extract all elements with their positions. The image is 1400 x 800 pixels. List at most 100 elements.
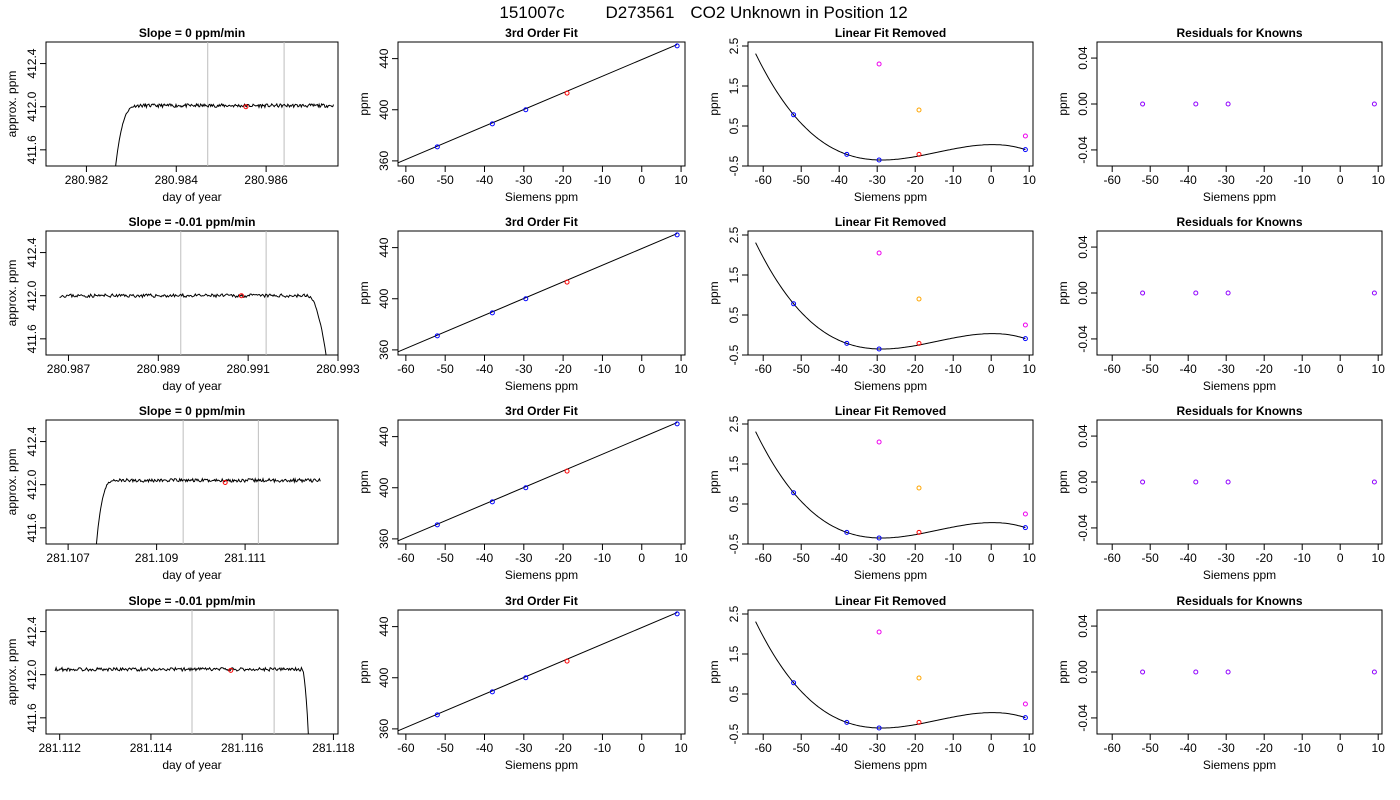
known-point (674, 232, 680, 238)
unknown-point (238, 293, 244, 299)
x-tick-label: -40 (1180, 362, 1198, 376)
x-tick-label: -10 (594, 551, 612, 565)
residual-point (1371, 290, 1377, 296)
y-tick-label: 412.4 (25, 616, 39, 646)
x-tick-label: 10 (1372, 362, 1386, 376)
x-tick-label: -40 (1180, 741, 1198, 755)
panel-title: Linear Fit Removed (835, 26, 946, 40)
plot-frame (45, 230, 339, 356)
known-point (1022, 715, 1028, 721)
x-tick-label: -50 (1142, 362, 1160, 376)
x-axis-label: Siemens ppm (1203, 568, 1276, 582)
x-tick-label: 0 (638, 741, 645, 755)
x-tick-label: -30 (869, 362, 887, 376)
x-tick-label: -20 (907, 173, 925, 187)
x-axis-label: Siemens ppm (1203, 758, 1276, 772)
x-tick-label: 0 (988, 551, 995, 565)
residuals-panel-row-3: -60 -50 -40 -30 -20 -10 0 10 -0.04 0.00 0.04 Residu… (1056, 404, 1385, 582)
y-tick-label: 411.6 (25, 513, 39, 542)
y-tick-label: 2.5 (727, 605, 741, 622)
magenta-point (876, 250, 882, 256)
known-point (434, 333, 440, 339)
plot-frame (397, 609, 686, 735)
x-tick-label: -20 (1256, 173, 1274, 187)
plot-frame (747, 41, 1034, 167)
y-axis-label: ppm (357, 92, 371, 115)
trace-panel-row-2: 280.987 280.989 280.991 280.993 411.6 412.0 41… (5, 215, 360, 393)
x-tick-label: -60 (397, 551, 415, 565)
magenta-point (1022, 701, 1028, 707)
x-tick-label: -20 (554, 741, 572, 755)
residual-point (1225, 669, 1231, 675)
y-tick-label: 360 (377, 340, 391, 360)
x-tick-label: -60 (1104, 741, 1122, 755)
x-tick-label: -40 (831, 551, 849, 565)
y-tick-label: 412.4 (25, 48, 39, 78)
y-tick-label: -0.5 (727, 723, 741, 744)
panel-title: 3rd Order Fit (505, 404, 578, 418)
x-tick-label: -30 (1218, 551, 1236, 565)
unknown-point (222, 480, 228, 486)
x-tick-label: -50 (793, 551, 811, 565)
y-axis-label: ppm (1056, 92, 1070, 115)
x-tick-label: -60 (1104, 362, 1122, 376)
y-axis-label: ppm (1056, 660, 1070, 683)
y-tick-label: 0.5 (727, 117, 741, 134)
y-tick-label: 412.0 (25, 91, 39, 121)
x-tick-label: -10 (945, 362, 963, 376)
figure-title-desc: CO2 Unknown in Position 12 (690, 3, 907, 22)
magenta-point (876, 629, 882, 635)
x-tick-label: -50 (437, 173, 455, 187)
x-tick-label: -40 (476, 362, 494, 376)
residual-point (1225, 290, 1231, 296)
panel-title: 3rd Order Fit (505, 594, 578, 608)
residual-curve (755, 431, 1026, 539)
x-axis-label: Siemens ppm (505, 758, 578, 772)
x-tick-label: -40 (1180, 551, 1198, 565)
linear-removed-panel-row-1: -60 -50 -40 -30 -20 -10 0 10 -0.5 0.5 1.5 2.5 Linear… (707, 26, 1036, 204)
magenta-point (876, 439, 882, 445)
known-point (844, 340, 850, 346)
x-tick-label: -20 (1256, 551, 1274, 565)
known-point (489, 310, 495, 316)
y-axis-label: ppm (1056, 281, 1070, 304)
residuals-panel-row-1: -60 -50 -40 -30 -20 -10 0 10 -0.04 0.00 0.04 Residu… (1056, 26, 1385, 204)
x-tick-label: 10 (674, 551, 688, 565)
known-point (844, 529, 850, 535)
x-tick-label: -30 (1218, 362, 1236, 376)
x-tick-label: -40 (1180, 173, 1198, 187)
magenta-point (876, 61, 882, 67)
x-tick-label: 0 (638, 551, 645, 565)
unknown-point (916, 340, 922, 346)
x-tick-label: -60 (755, 362, 773, 376)
x-tick-label: -20 (907, 362, 925, 376)
residual-point (1193, 669, 1199, 675)
known-point (674, 421, 680, 427)
known-point (434, 522, 440, 528)
residual-point (1193, 101, 1199, 107)
known-point (791, 112, 797, 118)
x-tick-label: 281.107 (46, 551, 90, 565)
x-tick-label: -10 (1294, 362, 1312, 376)
known-point (523, 296, 529, 302)
x-tick-label: 281.118 (312, 741, 355, 755)
x-tick-label: 10 (1023, 741, 1037, 755)
panel-title: Residuals for Knowns (1176, 215, 1302, 229)
residual-point (1225, 479, 1231, 485)
y-axis-label: ppm (707, 660, 721, 683)
y-tick-label: 412.0 (25, 469, 39, 499)
x-tick-label: 0 (638, 173, 645, 187)
y-tick-label: 411.6 (25, 703, 39, 732)
figure-title-tank: D273561 (605, 3, 674, 22)
y-tick-label: 0.04 (1076, 235, 1090, 259)
y-axis-label: approx. ppm (5, 71, 19, 138)
x-tick-label: 0 (1337, 551, 1344, 565)
fit-panel-row-1: -60 -50 -40 -30 -20 -10 0 10 360 400 440 3rd Order … (357, 26, 688, 204)
y-tick-label: 0.5 (727, 685, 741, 702)
unknown-point (564, 90, 570, 96)
panel-title: 3rd Order Fit (505, 215, 578, 229)
x-axis-label: Siemens ppm (505, 568, 578, 582)
panel-title: Slope = 0 ppm/min (139, 26, 245, 40)
y-tick-label: 440 (377, 237, 391, 257)
